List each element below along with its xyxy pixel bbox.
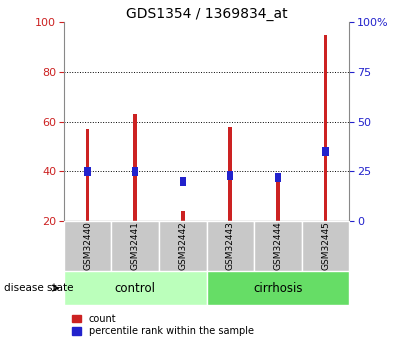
Bar [302, 221, 349, 271]
Bar [275, 173, 281, 181]
Bar [181, 211, 185, 221]
Bar [64, 271, 206, 305]
Bar [85, 129, 90, 221]
Text: cirrhosis: cirrhosis [253, 282, 302, 295]
Bar [84, 167, 90, 176]
Bar [111, 221, 159, 271]
Bar [180, 177, 186, 186]
Text: GSM32445: GSM32445 [321, 221, 330, 270]
Bar [254, 221, 302, 271]
Bar [323, 147, 329, 156]
Bar [323, 35, 328, 221]
Text: control: control [115, 282, 156, 295]
Bar [229, 127, 232, 221]
Bar [132, 167, 138, 176]
Text: GSM32443: GSM32443 [226, 221, 235, 270]
Text: GSM32441: GSM32441 [131, 221, 140, 270]
Legend: count, percentile rank within the sample: count, percentile rank within the sample [69, 310, 258, 340]
Text: GSM32442: GSM32442 [178, 221, 187, 270]
Bar [64, 221, 111, 271]
Bar [159, 221, 206, 271]
Bar [133, 114, 137, 221]
Bar [276, 179, 280, 221]
Bar [227, 171, 233, 180]
Bar [206, 271, 349, 305]
Text: GSM32444: GSM32444 [273, 221, 282, 270]
Bar [206, 221, 254, 271]
Text: GSM32440: GSM32440 [83, 221, 92, 270]
Title: GDS1354 / 1369834_at: GDS1354 / 1369834_at [126, 7, 287, 21]
Text: disease state: disease state [4, 283, 74, 293]
